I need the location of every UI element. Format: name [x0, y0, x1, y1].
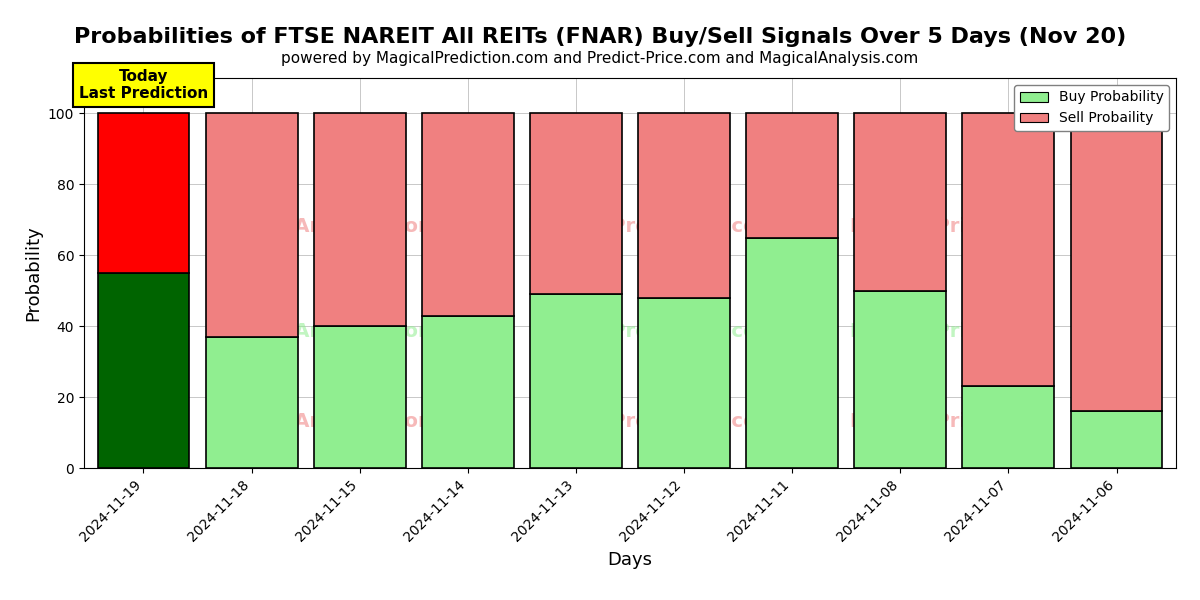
Text: MagicalAnalysis.com: MagicalAnalysis.com	[210, 412, 438, 431]
Bar	[205, 113, 298, 337]
Bar	[746, 113, 838, 238]
Bar	[1070, 411, 1163, 468]
Bar	[638, 113, 730, 298]
Bar	[638, 298, 730, 468]
Bar	[422, 113, 514, 316]
Text: Predict-Price.com: Predict-Price.com	[850, 322, 1044, 341]
Bar	[313, 326, 406, 468]
Bar	[205, 337, 298, 468]
Text: MagicalPrediction.com: MagicalPrediction.com	[527, 412, 776, 431]
Bar	[313, 113, 406, 326]
Bar	[530, 294, 622, 468]
Y-axis label: Probability: Probability	[24, 225, 42, 321]
Text: Probabilities of FTSE NAREIT All REITs (FNAR) Buy/Sell Signals Over 5 Days (Nov : Probabilities of FTSE NAREIT All REITs (…	[74, 27, 1126, 47]
Text: Predict-Price.com: Predict-Price.com	[850, 412, 1044, 431]
Legend: Buy Probability, Sell Probaility: Buy Probability, Sell Probaility	[1014, 85, 1169, 131]
Text: MagicalAnalysis.com: MagicalAnalysis.com	[210, 217, 438, 236]
Bar	[422, 316, 514, 468]
Bar	[962, 113, 1055, 386]
Bar	[854, 113, 947, 291]
Bar	[854, 291, 947, 468]
Text: MagicalPrediction.com: MagicalPrediction.com	[527, 322, 776, 341]
X-axis label: Days: Days	[607, 551, 653, 569]
Text: MagicalAnalysis.com: MagicalAnalysis.com	[210, 322, 438, 341]
Bar	[962, 386, 1055, 468]
Bar	[97, 113, 190, 273]
Bar	[530, 113, 622, 294]
Bar	[97, 273, 190, 468]
Text: Predict-Price.com: Predict-Price.com	[850, 217, 1044, 236]
Bar	[746, 238, 838, 468]
Text: powered by MagicalPrediction.com and Predict-Price.com and MagicalAnalysis.com: powered by MagicalPrediction.com and Pre…	[281, 51, 919, 66]
Bar	[1070, 113, 1163, 411]
Text: Today
Last Prediction: Today Last Prediction	[79, 69, 208, 101]
Text: MagicalPrediction.com: MagicalPrediction.com	[527, 217, 776, 236]
